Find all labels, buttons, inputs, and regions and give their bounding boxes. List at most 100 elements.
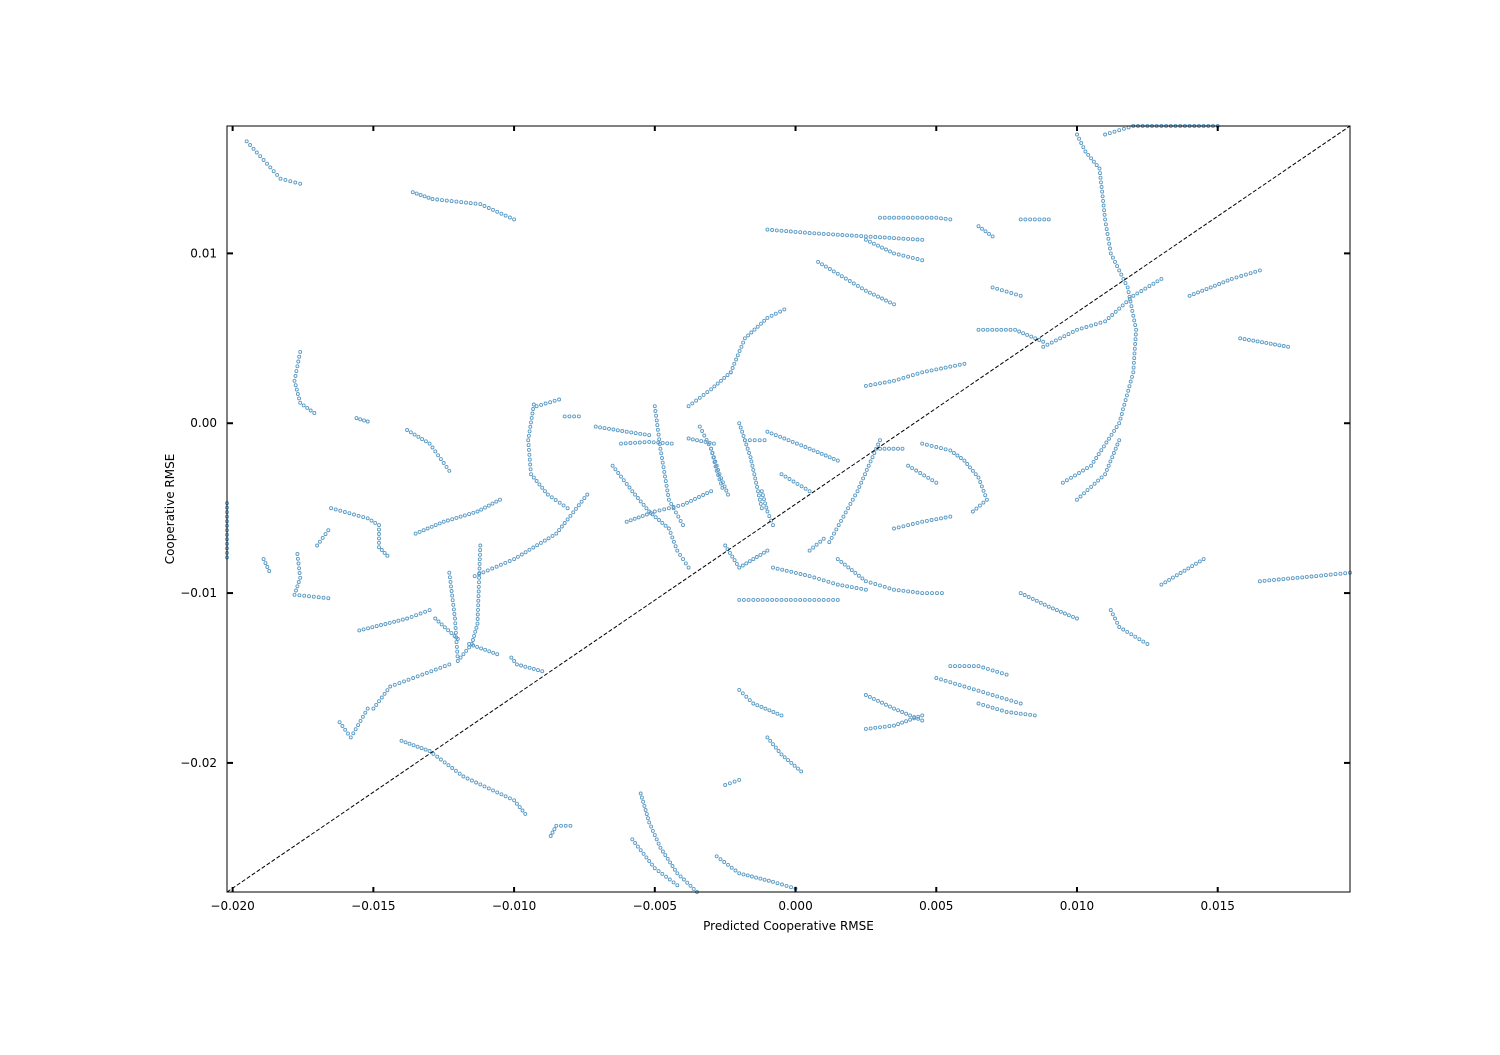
scatter-point — [818, 539, 823, 544]
scatter-point — [981, 665, 986, 670]
scatter-point — [1286, 344, 1291, 349]
scatter-point — [669, 501, 674, 506]
scatter-point — [755, 484, 760, 489]
scatter-point — [814, 542, 819, 547]
scatter-point — [821, 578, 826, 583]
scatter-point — [929, 215, 934, 220]
scatter-point — [699, 439, 704, 444]
scatter-point — [916, 716, 921, 721]
scatter-point — [293, 383, 298, 388]
scatter-point — [888, 300, 892, 305]
scatter-point — [876, 442, 881, 447]
scatter-point — [821, 597, 826, 602]
scatter-point — [892, 215, 896, 220]
scatter-point — [449, 589, 454, 593]
scatter-point — [475, 509, 480, 514]
scatter-point — [644, 506, 649, 511]
scatter-point — [742, 336, 747, 341]
scatter-point — [523, 664, 528, 669]
scatter-point — [787, 477, 792, 481]
scatter-point — [528, 462, 533, 467]
scatter-point — [1073, 473, 1077, 478]
scatter-point — [469, 778, 474, 783]
scatter-point — [427, 441, 432, 446]
scatter-point — [411, 676, 416, 680]
scatter-point — [763, 706, 768, 711]
scatter-point — [662, 507, 667, 512]
scatter-point — [527, 429, 532, 434]
scatter-point — [741, 434, 746, 438]
scatter-point — [744, 694, 749, 699]
scatter-point — [859, 586, 864, 591]
scatter-point — [467, 645, 472, 650]
scatter-point — [296, 561, 301, 566]
scatter-point — [697, 395, 702, 400]
scatter-point — [579, 499, 584, 504]
scatter-point — [420, 672, 425, 677]
scatter-point — [475, 612, 480, 617]
scatter-point — [754, 875, 759, 880]
scatter-point — [908, 713, 913, 718]
scatter-point — [878, 235, 882, 240]
scatter-point — [811, 545, 816, 550]
scatter-point — [962, 684, 967, 689]
scatter-point — [967, 685, 972, 690]
scatter-point — [1295, 575, 1300, 580]
scatter-point — [868, 726, 873, 731]
scatter-point — [448, 579, 453, 584]
scatter-point — [477, 566, 482, 571]
scatter-point — [572, 414, 577, 419]
scatter-point — [835, 232, 840, 237]
scatter-point — [900, 710, 905, 714]
scatter-point — [659, 451, 664, 456]
scatter-point — [934, 480, 939, 485]
scatter-point — [1119, 272, 1124, 277]
scatter-point — [668, 860, 673, 865]
scatter-point — [615, 428, 620, 433]
scatter-point — [1108, 459, 1113, 464]
scatter-point — [734, 561, 739, 566]
scatter-point — [295, 552, 300, 556]
scatter-point — [453, 621, 458, 626]
scatter-point — [1066, 613, 1071, 618]
scatter-point — [433, 449, 438, 454]
scatter-point — [1304, 574, 1309, 579]
scatter-point — [887, 586, 892, 591]
scatter-point — [453, 630, 458, 635]
scatter-point — [740, 563, 745, 568]
scatter-point — [795, 766, 800, 771]
scatter-point — [486, 206, 491, 210]
scatter-point — [377, 532, 381, 536]
scatter-point — [802, 230, 807, 235]
scatter-point — [760, 493, 765, 498]
scatter-point — [939, 366, 943, 371]
scatter-point — [450, 517, 455, 522]
scatter-point — [835, 271, 840, 276]
scatter-point — [1290, 576, 1295, 581]
scatter-point — [1170, 575, 1175, 580]
scatter-point — [244, 139, 249, 144]
scatter-point — [536, 668, 540, 673]
scatter-point — [1191, 292, 1196, 297]
scatter-point — [705, 390, 710, 395]
scatter-point — [839, 274, 844, 279]
scatter-point — [953, 363, 957, 368]
scatter-point — [873, 382, 878, 387]
scatter-point — [873, 582, 878, 586]
scatter-point — [766, 878, 771, 883]
scatter-point — [774, 228, 779, 233]
scatter-point — [1034, 598, 1039, 603]
scatter-point — [438, 757, 443, 762]
scatter-point — [574, 506, 578, 511]
scatter-point — [271, 169, 276, 174]
scatter-point — [476, 598, 481, 603]
scatter-point — [646, 816, 650, 821]
scatter-point — [543, 489, 547, 494]
scatter-point — [802, 597, 807, 602]
scatter-point — [1075, 327, 1079, 332]
scatter-point — [637, 440, 642, 445]
scatter-point — [528, 424, 533, 429]
scatter-point — [1133, 634, 1138, 639]
scatter-point — [1133, 323, 1138, 328]
scatter-point — [910, 237, 915, 242]
